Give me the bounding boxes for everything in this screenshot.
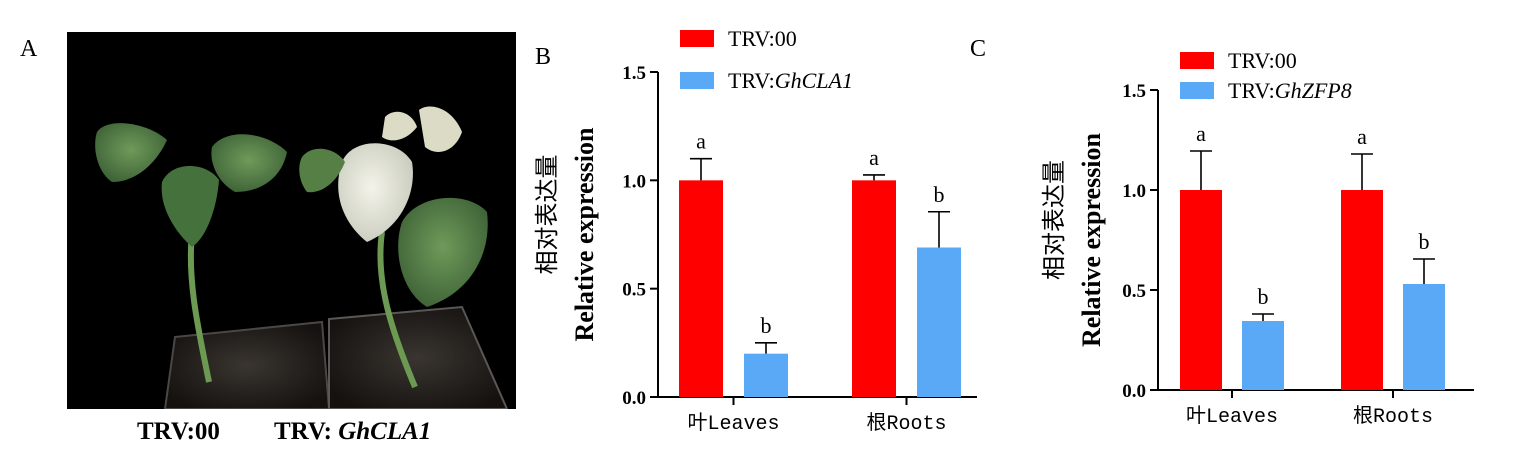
bar-2-2 xyxy=(1403,284,1445,390)
pot-right xyxy=(328,305,509,409)
legend-swatch-2 xyxy=(680,72,714,89)
x-category-label: 叶Leaves xyxy=(1186,404,1278,429)
y-axis-label-cn: 相对表达量 xyxy=(533,155,561,275)
chart-c: TRV:00 TRV:GhZFP8 0.0 0.5 1.0 1.5 Relative exp… xyxy=(1040,48,1474,429)
right-green-leaf-big xyxy=(398,197,488,307)
y-tick-label: 1.5 xyxy=(1122,81,1146,102)
y-axis-label-en: Relative expression xyxy=(1077,132,1106,347)
significance-letter: b xyxy=(1419,229,1430,254)
photo-caption-right-gene: GhCLA1 xyxy=(338,418,432,445)
photo-caption-right: TRV: GhCLA1 xyxy=(274,418,431,446)
panel-b-label: B xyxy=(535,44,552,70)
bar-2-1 xyxy=(1341,190,1383,390)
x-category-label: 根Roots xyxy=(1353,404,1433,429)
legend-label-1: TRV:00 xyxy=(728,26,797,51)
legend-label-gene: GhCLA1 xyxy=(775,68,853,93)
panel-c-label: C xyxy=(970,36,987,62)
y-tick-label: 1.5 xyxy=(622,63,646,84)
y-axis-label-en: Relative expression xyxy=(570,127,599,342)
right-white-leaf xyxy=(338,143,413,242)
bar-1-2 xyxy=(744,353,788,397)
y-tick-label: 1.0 xyxy=(622,171,646,192)
legend-label-gene: GhZFP8 xyxy=(1275,78,1352,103)
legend-label-2: TRV:GhZFP8 xyxy=(1228,78,1352,103)
legend-swatch-1 xyxy=(680,30,714,47)
left-leaf-2 xyxy=(211,134,287,192)
bar-1-2 xyxy=(1242,321,1284,390)
left-leaf-1 xyxy=(95,123,167,182)
legend-label-prefix: TRV: xyxy=(1228,78,1275,103)
chart-b: TRV:00 TRV:GhCLA1 0.0 0.5 1.0 1.5 Relative exp… xyxy=(533,26,977,436)
bar-1-1 xyxy=(679,180,723,397)
legend-label-2: TRV:GhCLA1 xyxy=(728,68,853,93)
y-tick-label: 0.5 xyxy=(622,280,646,301)
pot-left xyxy=(163,320,331,409)
left-stem xyxy=(187,231,212,383)
legend-swatch-1 xyxy=(1180,52,1214,69)
legend-swatch-2 xyxy=(1180,82,1214,99)
plant-photo xyxy=(67,32,516,409)
y-tick-label: 0.0 xyxy=(622,388,646,409)
legend-label-1: TRV:00 xyxy=(1228,48,1297,73)
y-axis-label-cn: 相对表达量 xyxy=(1040,160,1068,280)
photo-caption-left: TRV:00 xyxy=(137,418,220,445)
significance-letter: a xyxy=(1357,124,1367,149)
significance-letter: a xyxy=(696,129,706,154)
right-green-leaf-left xyxy=(299,148,345,193)
bar-2-1 xyxy=(852,180,896,397)
panel-a-label: A xyxy=(20,36,38,62)
significance-letter: a xyxy=(869,145,879,170)
y-tick-label: 0.5 xyxy=(1122,281,1146,302)
right-stem xyxy=(377,231,418,389)
significance-letter: b xyxy=(761,313,772,338)
significance-letter: a xyxy=(1196,121,1206,146)
x-category-label: 根Roots xyxy=(866,411,946,436)
bar-1-1 xyxy=(1180,190,1222,390)
significance-letter: b xyxy=(1258,284,1269,309)
y-tick-label: 1.0 xyxy=(1122,181,1146,202)
bar-2-2 xyxy=(917,247,961,397)
right-top-leaves xyxy=(382,106,462,152)
x-category-label: 叶Leaves xyxy=(687,411,779,436)
legend-label-prefix: TRV: xyxy=(728,68,775,93)
y-tick-label: 0.0 xyxy=(1122,381,1146,402)
left-leaf-3 xyxy=(161,166,219,247)
significance-letter: b xyxy=(934,182,945,207)
photo-caption-right-prefix: TRV: xyxy=(274,418,339,445)
